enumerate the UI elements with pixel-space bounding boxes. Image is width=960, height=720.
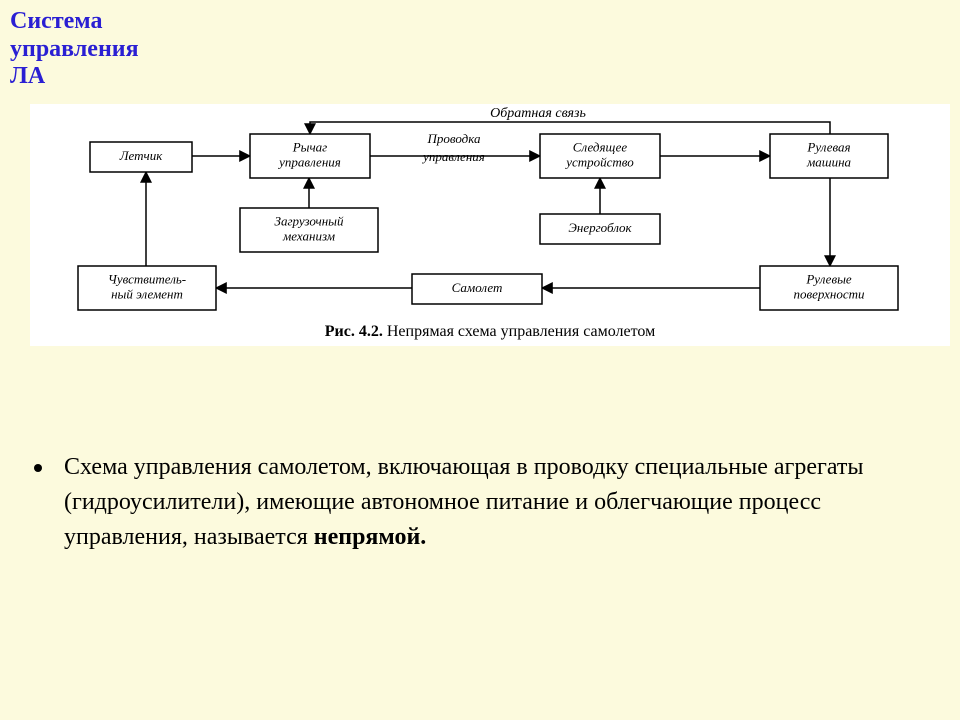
- node-label: Самолет: [452, 280, 503, 295]
- figure-caption: Рис. 4.2. Непрямая схема управления само…: [325, 323, 655, 340]
- annotation-wiring1: Проводка: [426, 131, 481, 146]
- node-label: Следящее: [573, 140, 628, 155]
- node-label: Летчик: [119, 148, 163, 163]
- node-loader: Загрузочныймеханизм: [240, 208, 378, 252]
- title-line-2: управления: [10, 36, 139, 64]
- node-surfaces: Рулевыеповерхности: [760, 266, 898, 310]
- node-label: Рычаг: [292, 140, 328, 155]
- flowchart-svg: ЛетчикРычагуправленияСледящееустройствоР…: [30, 104, 950, 346]
- node-label: ный элемент: [111, 286, 183, 301]
- node-label: Загрузочный: [275, 214, 344, 229]
- edge: [310, 122, 830, 134]
- node-label: поверхности: [793, 286, 865, 301]
- node-label: Чувствитель-: [108, 272, 186, 287]
- bullet-text: Схема управления самолетом, включающая в…: [64, 450, 930, 554]
- flowchart-panel: ЛетчикРычагуправленияСледящееустройствоР…: [30, 104, 950, 346]
- bullet-item: Схема управления самолетом, включающая в…: [30, 450, 930, 554]
- node-steer: Рулеваямашина: [770, 134, 888, 178]
- bullet-bold: непрямой.: [314, 524, 427, 550]
- page-title: Система управления ЛА: [10, 8, 139, 91]
- bullet-plain: Схема управления самолетом, включающая в…: [64, 454, 863, 550]
- bullet-block: Схема управления самолетом, включающая в…: [30, 450, 930, 554]
- title-line-1: Система: [10, 8, 139, 36]
- node-pilot: Летчик: [90, 142, 192, 172]
- node-label: Энергоблок: [568, 220, 632, 235]
- bullet-dot-icon: [34, 464, 42, 472]
- node-label: машина: [806, 154, 852, 169]
- node-plane: Самолет: [412, 274, 542, 304]
- node-label: Рулевые: [805, 272, 852, 287]
- node-label: Рулевая: [806, 140, 850, 155]
- node-sensor: Чувствитель-ный элемент: [78, 266, 216, 310]
- node-lever: Рычагуправления: [250, 134, 370, 178]
- node-label: управления: [277, 154, 341, 169]
- node-label: устройство: [564, 154, 634, 169]
- annotation-feedback: Обратная связь: [490, 106, 586, 121]
- node-label: механизм: [282, 228, 335, 243]
- node-follower: Следящееустройство: [540, 134, 660, 178]
- node-power: Энергоблок: [540, 214, 660, 244]
- title-line-3: ЛА: [10, 63, 139, 91]
- annotation-wiring2: управления: [421, 149, 485, 164]
